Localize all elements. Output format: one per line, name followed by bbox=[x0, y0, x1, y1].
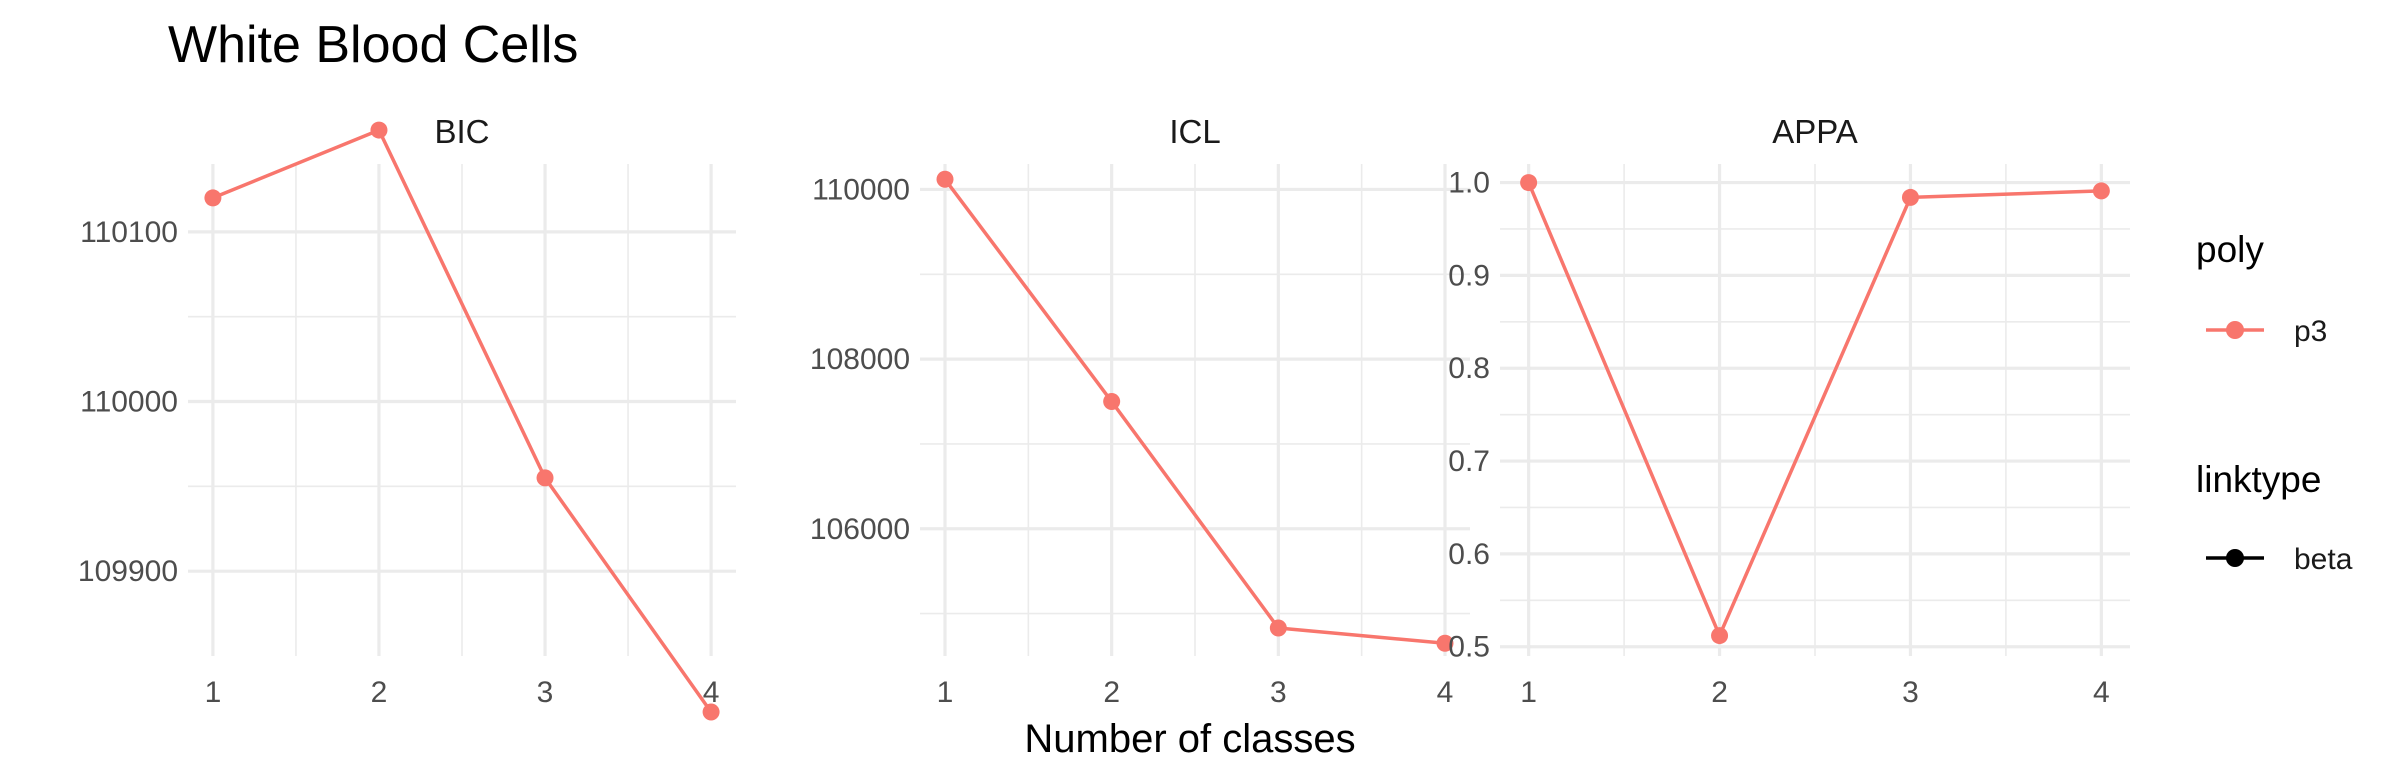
y-tick-label-bic: 109900 bbox=[78, 555, 178, 588]
y-tick-label-bic: 110100 bbox=[80, 216, 178, 249]
y-tick-label-icl: 106000 bbox=[810, 513, 910, 546]
legend-label-beta: beta bbox=[2294, 543, 2353, 576]
panel-title-bic: BIC bbox=[434, 113, 489, 150]
series-line-p3 bbox=[943, 178, 1446, 646]
data-point bbox=[204, 189, 222, 207]
legend-key-p3 bbox=[2206, 321, 2264, 339]
data-point bbox=[1520, 174, 1538, 192]
x-tick-label-bic: 2 bbox=[371, 676, 388, 709]
series-line-p3 bbox=[212, 128, 713, 713]
x-tick-label-bic: 1 bbox=[205, 676, 222, 709]
data-point bbox=[1436, 634, 1454, 652]
y-tick-label-appa: 1.0 bbox=[1448, 167, 1490, 200]
y-tick-label-appa: 0.8 bbox=[1448, 352, 1490, 385]
y-tick-label-bic: 110000 bbox=[80, 386, 178, 419]
x-tick-label-icl: 3 bbox=[1270, 676, 1287, 709]
legend-point-p3 bbox=[2226, 321, 2244, 339]
x-tick-label-appa: 4 bbox=[2093, 676, 2110, 709]
legend: poly p3 linktype beta bbox=[2196, 229, 2353, 576]
panel-bic: 109900 110000 110100 1 2 3 4 BIC bbox=[78, 113, 736, 721]
data-point bbox=[1103, 393, 1121, 411]
x-tick-label-bic: 3 bbox=[537, 676, 554, 709]
panel-title-icl: ICL bbox=[1169, 113, 1220, 150]
y-tick-label-appa: 0.7 bbox=[1448, 445, 1490, 478]
x-tick-label-bic: 4 bbox=[703, 676, 720, 709]
y-tick-label-appa: 0.5 bbox=[1448, 631, 1490, 664]
legend-title-poly: poly bbox=[2196, 229, 2264, 270]
x-tick-label-icl: 2 bbox=[1103, 676, 1120, 709]
y-tick-label-icl: 108000 bbox=[810, 343, 910, 376]
x-tick-label-icl: 4 bbox=[1437, 676, 1454, 709]
y-tick-label-appa: 0.9 bbox=[1448, 259, 1490, 292]
data-point bbox=[702, 703, 720, 721]
series-line-p3 bbox=[1527, 181, 2102, 638]
panel-appa: 0.5 0.6 0.7 0.8 0.9 1.0 1 2 3 4 APPA bbox=[1448, 113, 2130, 709]
data-point bbox=[370, 121, 388, 139]
data-point bbox=[1711, 627, 1729, 645]
data-point bbox=[536, 469, 554, 487]
x-tick-label-appa: 3 bbox=[1902, 676, 1919, 709]
x-tick-label-appa: 2 bbox=[1711, 676, 1728, 709]
data-point bbox=[2092, 182, 2110, 200]
x-axis-label: Number of classes bbox=[1024, 717, 1355, 761]
data-point bbox=[1901, 188, 1919, 206]
panel-title-appa: APPA bbox=[1772, 113, 1858, 150]
legend-title-linktype: linktype bbox=[2196, 459, 2321, 500]
legend-point-beta bbox=[2226, 549, 2244, 567]
y-tick-label-appa: 0.6 bbox=[1448, 538, 1490, 571]
x-tick-label-appa: 1 bbox=[1520, 676, 1537, 709]
y-tick-label-icl: 110000 bbox=[812, 173, 910, 206]
data-point bbox=[1269, 619, 1287, 637]
panel-icl: 106000 108000 110000 1 2 3 4 ICL bbox=[810, 113, 1470, 709]
chart-title: White Blood Cells bbox=[168, 16, 578, 74]
legend-label-p3: p3 bbox=[2294, 315, 2327, 348]
legend-key-beta bbox=[2206, 549, 2264, 567]
data-point bbox=[936, 170, 954, 188]
x-tick-label-icl: 1 bbox=[937, 676, 954, 709]
